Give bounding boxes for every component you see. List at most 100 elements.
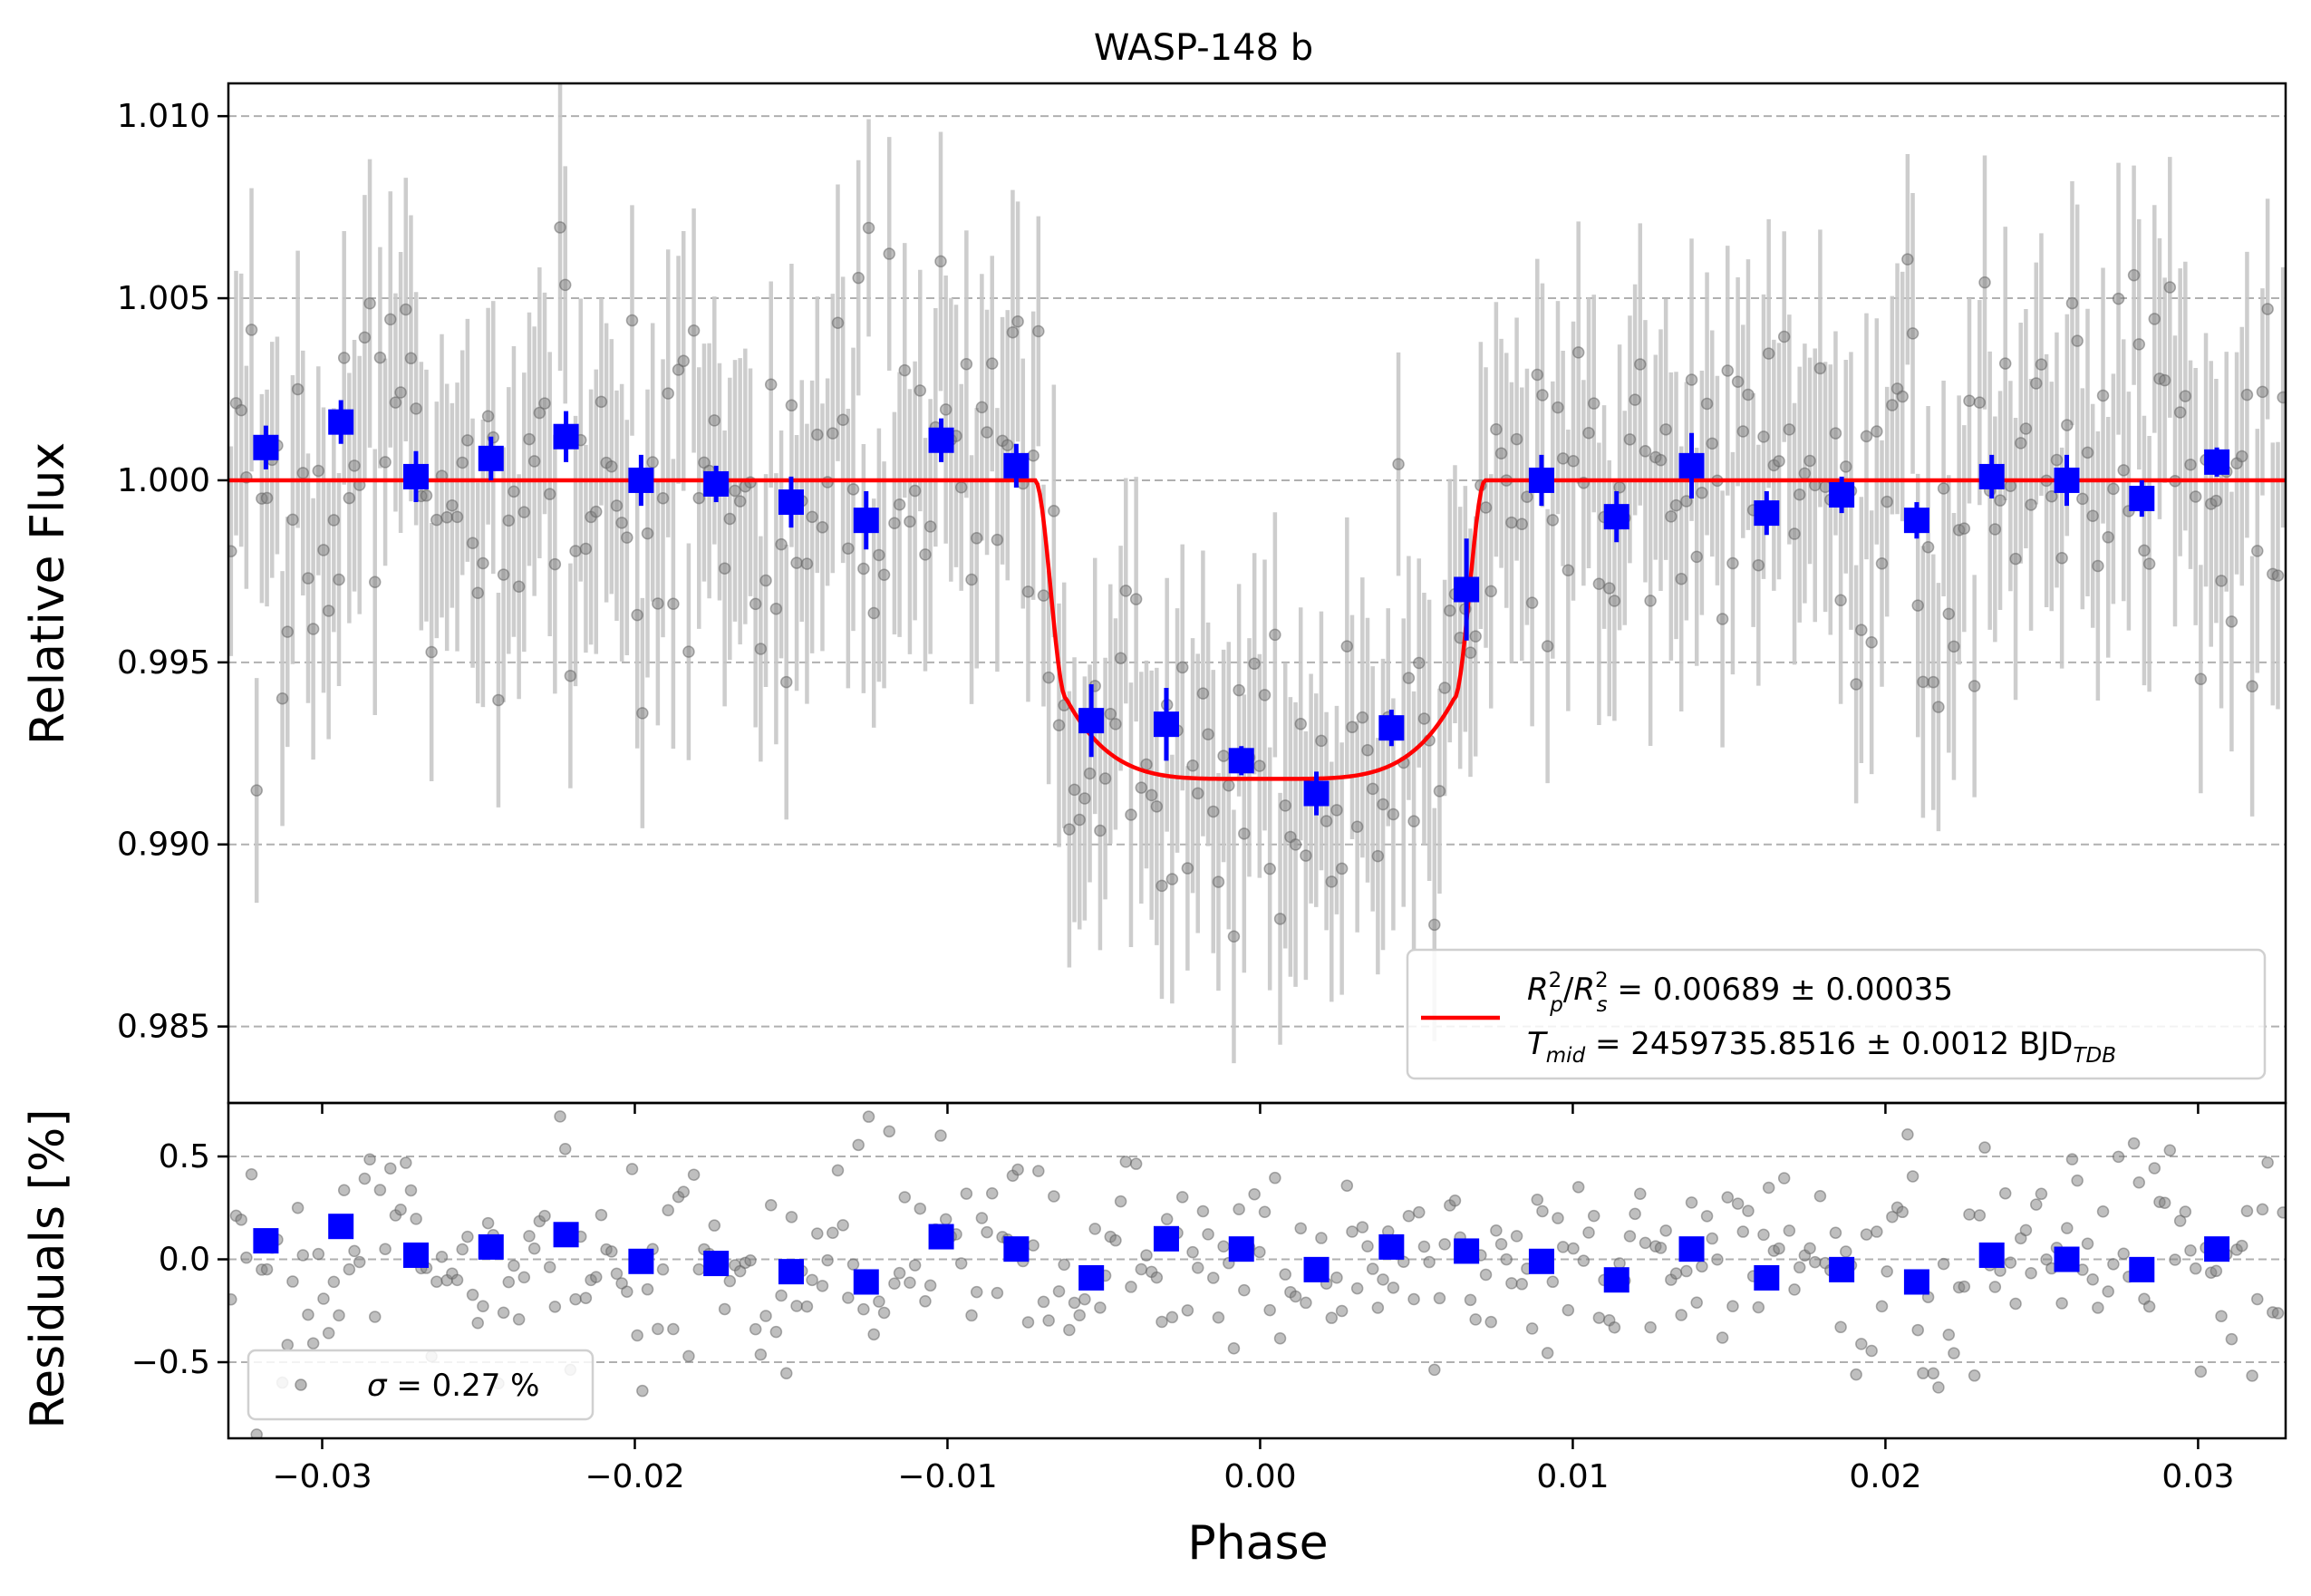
raw-residual-point <box>759 1310 772 1322</box>
raw-residual-point <box>908 1259 922 1272</box>
raw-flux-point <box>2065 296 2079 310</box>
raw-flux-point <box>1623 433 1637 446</box>
binned-residual-point <box>778 1259 804 1285</box>
raw-flux-point <box>1639 445 1652 458</box>
raw-residual-point <box>312 1247 325 1261</box>
raw-flux-point <box>523 432 536 446</box>
raw-residual-point <box>358 1172 372 1185</box>
raw-flux-point <box>2209 494 2223 508</box>
raw-residual-point <box>883 1125 895 1138</box>
raw-flux-point <box>1361 744 1374 757</box>
raw-residual-point <box>368 1311 382 1323</box>
raw-flux-point <box>625 314 639 327</box>
raw-residual-point <box>2261 1156 2274 1169</box>
raw-residual-point <box>2251 1292 2264 1306</box>
raw-residual-point <box>1258 1205 1272 1219</box>
raw-residual-point <box>302 1308 314 1321</box>
raw-flux-point <box>1350 820 1364 833</box>
raw-flux-point <box>1510 432 1523 446</box>
raw-residual-point <box>461 1230 474 1243</box>
raw-flux-point <box>1958 522 1971 535</box>
raw-flux-point <box>2271 569 2285 582</box>
raw-flux-point <box>1571 346 1585 359</box>
residuals-y-axis-label: Residuals [%] <box>21 1108 75 1428</box>
raw-flux-point <box>425 645 438 659</box>
raw-residual-point <box>873 1295 885 1308</box>
raw-flux-point <box>1165 873 1179 885</box>
raw-flux-point <box>898 363 912 377</box>
raw-residual-point <box>317 1292 330 1305</box>
raw-flux-point <box>1942 607 1956 621</box>
raw-residual-point <box>1706 1232 1718 1245</box>
residuals-x-tick-label: 0.00 <box>1223 1458 1296 1495</box>
raw-residual-point <box>1335 1304 1349 1318</box>
raw-flux-point <box>461 434 474 447</box>
raw-residual-point <box>723 1274 737 1288</box>
raw-residual-point <box>1675 1309 1687 1321</box>
raw-residual-point <box>2092 1301 2104 1314</box>
raw-residual-point <box>2246 1369 2258 1382</box>
raw-residual-point <box>2240 1204 2254 1217</box>
raw-flux-point <box>2086 509 2099 522</box>
raw-residual-point <box>2117 1247 2130 1260</box>
raw-flux-point <box>1716 613 1729 625</box>
raw-flux-point <box>333 573 345 586</box>
raw-residual-point <box>1494 1238 1508 1251</box>
raw-residual-point <box>1608 1320 1621 1334</box>
raw-flux-point <box>2138 544 2151 557</box>
raw-residual-point <box>1048 1190 1060 1203</box>
raw-flux-point <box>621 531 633 544</box>
binned-residual-point <box>1153 1225 1179 1252</box>
raw-flux-point <box>615 517 628 529</box>
raw-flux-point <box>1248 657 1261 671</box>
residuals-x-tick-label: −0.03 <box>272 1458 372 1495</box>
raw-residual-point <box>1937 1257 1950 1271</box>
raw-residual-point <box>1356 1221 1369 1233</box>
raw-flux-point <box>857 562 870 576</box>
binned-residual-point <box>478 1233 504 1260</box>
raw-residual-point <box>1696 1260 1708 1273</box>
raw-residual-point <box>1140 1249 1153 1262</box>
raw-flux-point <box>2225 615 2238 628</box>
raw-flux-point <box>1109 718 1122 730</box>
raw-flux-point <box>2009 552 2022 566</box>
chart-title: WASP-148 b <box>1094 27 1313 69</box>
raw-flux-point <box>785 399 798 412</box>
raw-flux-point <box>641 527 654 540</box>
raw-residual-point <box>2189 1262 2202 1275</box>
flux-y-tick-label: 0.990 <box>117 827 210 864</box>
raw-residual-point <box>1484 1315 1497 1329</box>
raw-residual-point <box>939 1213 952 1226</box>
raw-residual-point <box>1479 1268 1493 1282</box>
raw-flux-point <box>1896 390 1909 403</box>
raw-residual-point <box>2086 1272 2099 1286</box>
raw-flux-point <box>2071 334 2084 347</box>
raw-flux-point <box>1433 785 1446 798</box>
raw-residual-point <box>2142 1300 2156 1313</box>
raw-residual-point <box>2102 1285 2114 1298</box>
binned-residual-point <box>1003 1236 1030 1262</box>
raw-residual-point <box>1932 1381 1945 1394</box>
raw-residual-point <box>934 1129 947 1142</box>
raw-flux-point <box>1690 550 1703 564</box>
flux-y-tick-label: 1.010 <box>117 98 210 135</box>
raw-flux-point <box>245 324 258 336</box>
raw-residual-point <box>327 1275 341 1289</box>
raw-residual-point <box>1592 1311 1606 1324</box>
raw-residual-point <box>827 1226 839 1240</box>
residuals-y-ticks: −0.5 0.0 0.5 <box>131 1138 228 1381</box>
raw-residual-point <box>1788 1283 1801 1296</box>
raw-residual-point <box>245 1167 258 1181</box>
raw-flux-point <box>508 485 520 498</box>
raw-residual-point <box>527 1242 541 1255</box>
raw-flux-point <box>981 426 993 439</box>
raw-flux-point <box>1911 599 1924 612</box>
residuals-x-tick-label: −0.02 <box>585 1458 684 1495</box>
raw-flux-point <box>2055 552 2068 565</box>
raw-residual-point <box>2236 1239 2248 1253</box>
raw-residual-point <box>1531 1193 1544 1206</box>
raw-flux-point <box>1413 656 1426 670</box>
residuals-panel-frame <box>227 1101 2287 1440</box>
binned-residual-point <box>2129 1256 2155 1282</box>
raw-flux-point <box>1233 683 1245 697</box>
